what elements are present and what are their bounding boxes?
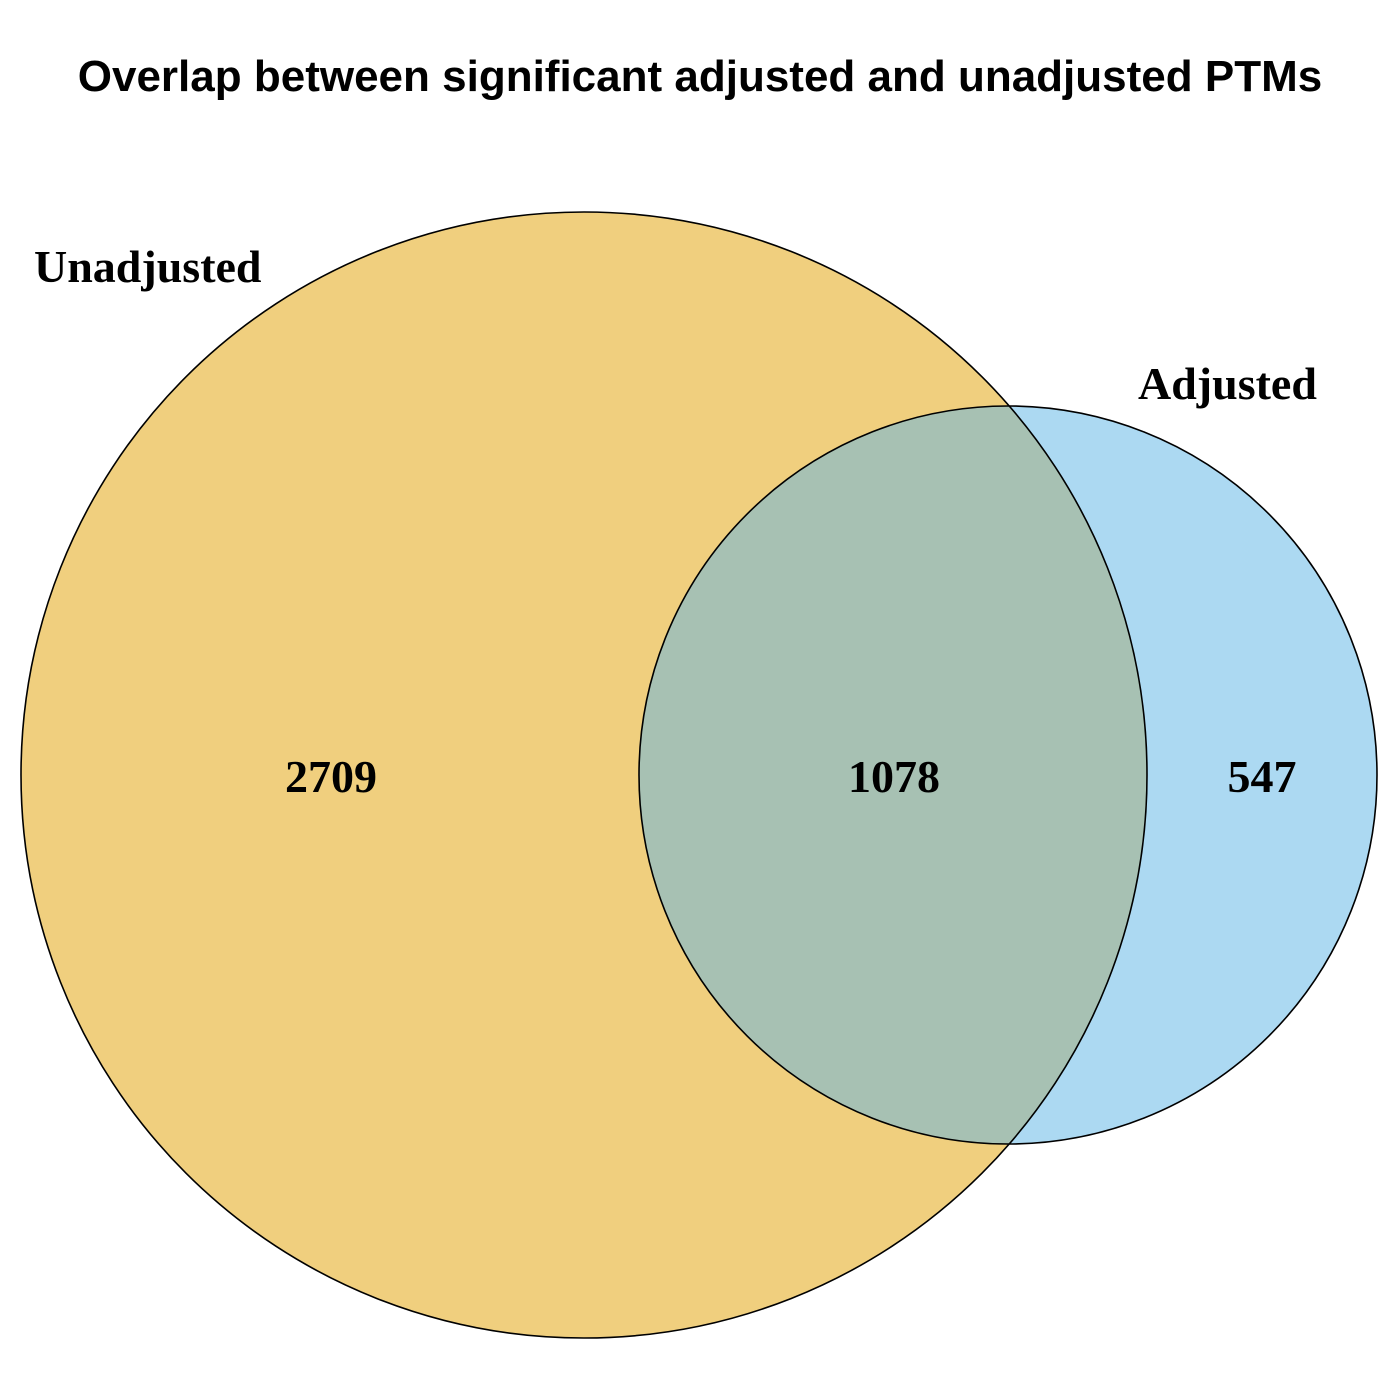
- chart-title: Overlap between significant adjusted and…: [77, 52, 1323, 101]
- unadjusted-only-count: 2709: [285, 751, 377, 802]
- unadjusted-outline: [20, 211, 1148, 1339]
- adjusted-outline: [638, 405, 1378, 1145]
- unadjusted-set-label: Unadjusted: [34, 241, 262, 292]
- intersection-region: [639, 406, 1147, 1144]
- intersection-count: 1078: [848, 751, 940, 802]
- adjusted-set-label: Adjusted: [1138, 358, 1317, 409]
- adjusted-only-count: 547: [1228, 751, 1297, 802]
